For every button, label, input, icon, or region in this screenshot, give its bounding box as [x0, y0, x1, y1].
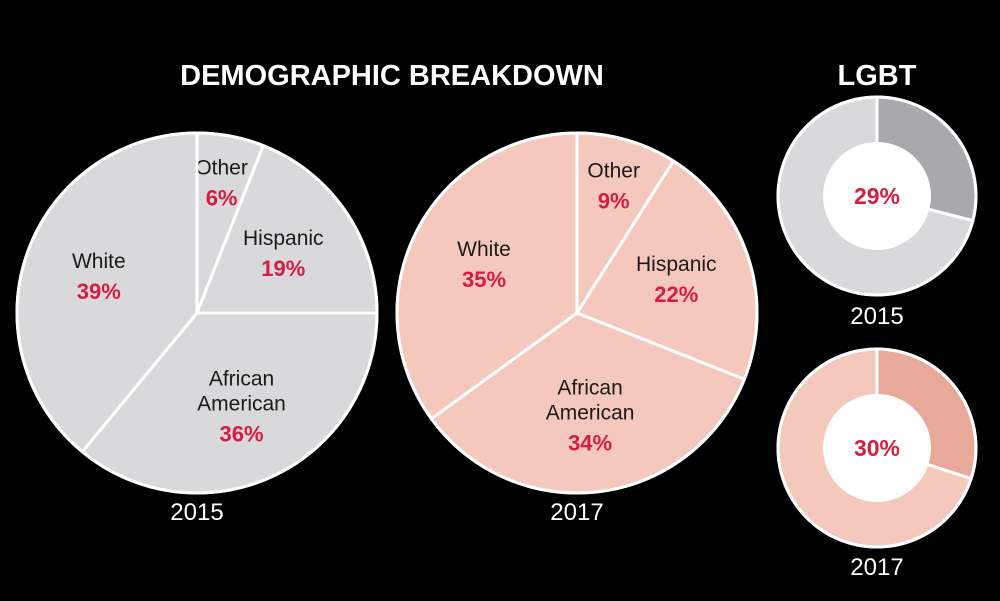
slice-label-other: Other	[587, 159, 640, 182]
lgbt-heading: LGBT	[838, 60, 917, 92]
slice-value-african-american: 34%	[568, 431, 612, 456]
slice-label-african-american: American	[197, 393, 286, 416]
slice-label-african-american: African	[557, 377, 622, 400]
pie-outline	[395, 131, 759, 495]
slice-label-african-american: American	[546, 402, 635, 425]
slice-value-white: 39%	[77, 279, 121, 304]
year-label: 2015	[850, 303, 903, 330]
slice-label-white: White	[457, 238, 511, 261]
pie-outline	[15, 131, 379, 495]
year-label: 2015	[170, 499, 223, 526]
slice-label-other: Other	[195, 156, 248, 179]
donut-value: 30%	[854, 435, 900, 461]
donut-outline	[776, 347, 978, 549]
donut-hole	[823, 394, 931, 502]
slice-label-hispanic: Hispanic	[243, 227, 324, 250]
slice-value-african-american: 36%	[219, 422, 263, 447]
lgbt-donut-2015: 29% 2015	[776, 95, 978, 330]
lgbt-donut-2017: 30% 2017	[776, 347, 978, 581]
donut-value: 29%	[854, 183, 900, 209]
donut-hole	[823, 142, 931, 250]
slice-label-african-american: African	[209, 368, 274, 391]
slice-label-white: White	[72, 250, 126, 273]
slice-value-hispanic: 19%	[261, 256, 305, 281]
slice-value-white: 35%	[462, 267, 506, 292]
year-label: 2017	[550, 499, 603, 526]
slice-value-other: 6%	[206, 185, 238, 210]
demographic-heading: DEMOGRAPHIC BREAKDOWN	[180, 60, 604, 92]
slice-value-other: 9%	[598, 188, 630, 213]
slice-label-hispanic: Hispanic	[636, 253, 717, 276]
slice-value-hispanic: 22%	[654, 282, 698, 307]
year-label: 2017	[850, 554, 903, 581]
donut-outline	[776, 95, 978, 297]
